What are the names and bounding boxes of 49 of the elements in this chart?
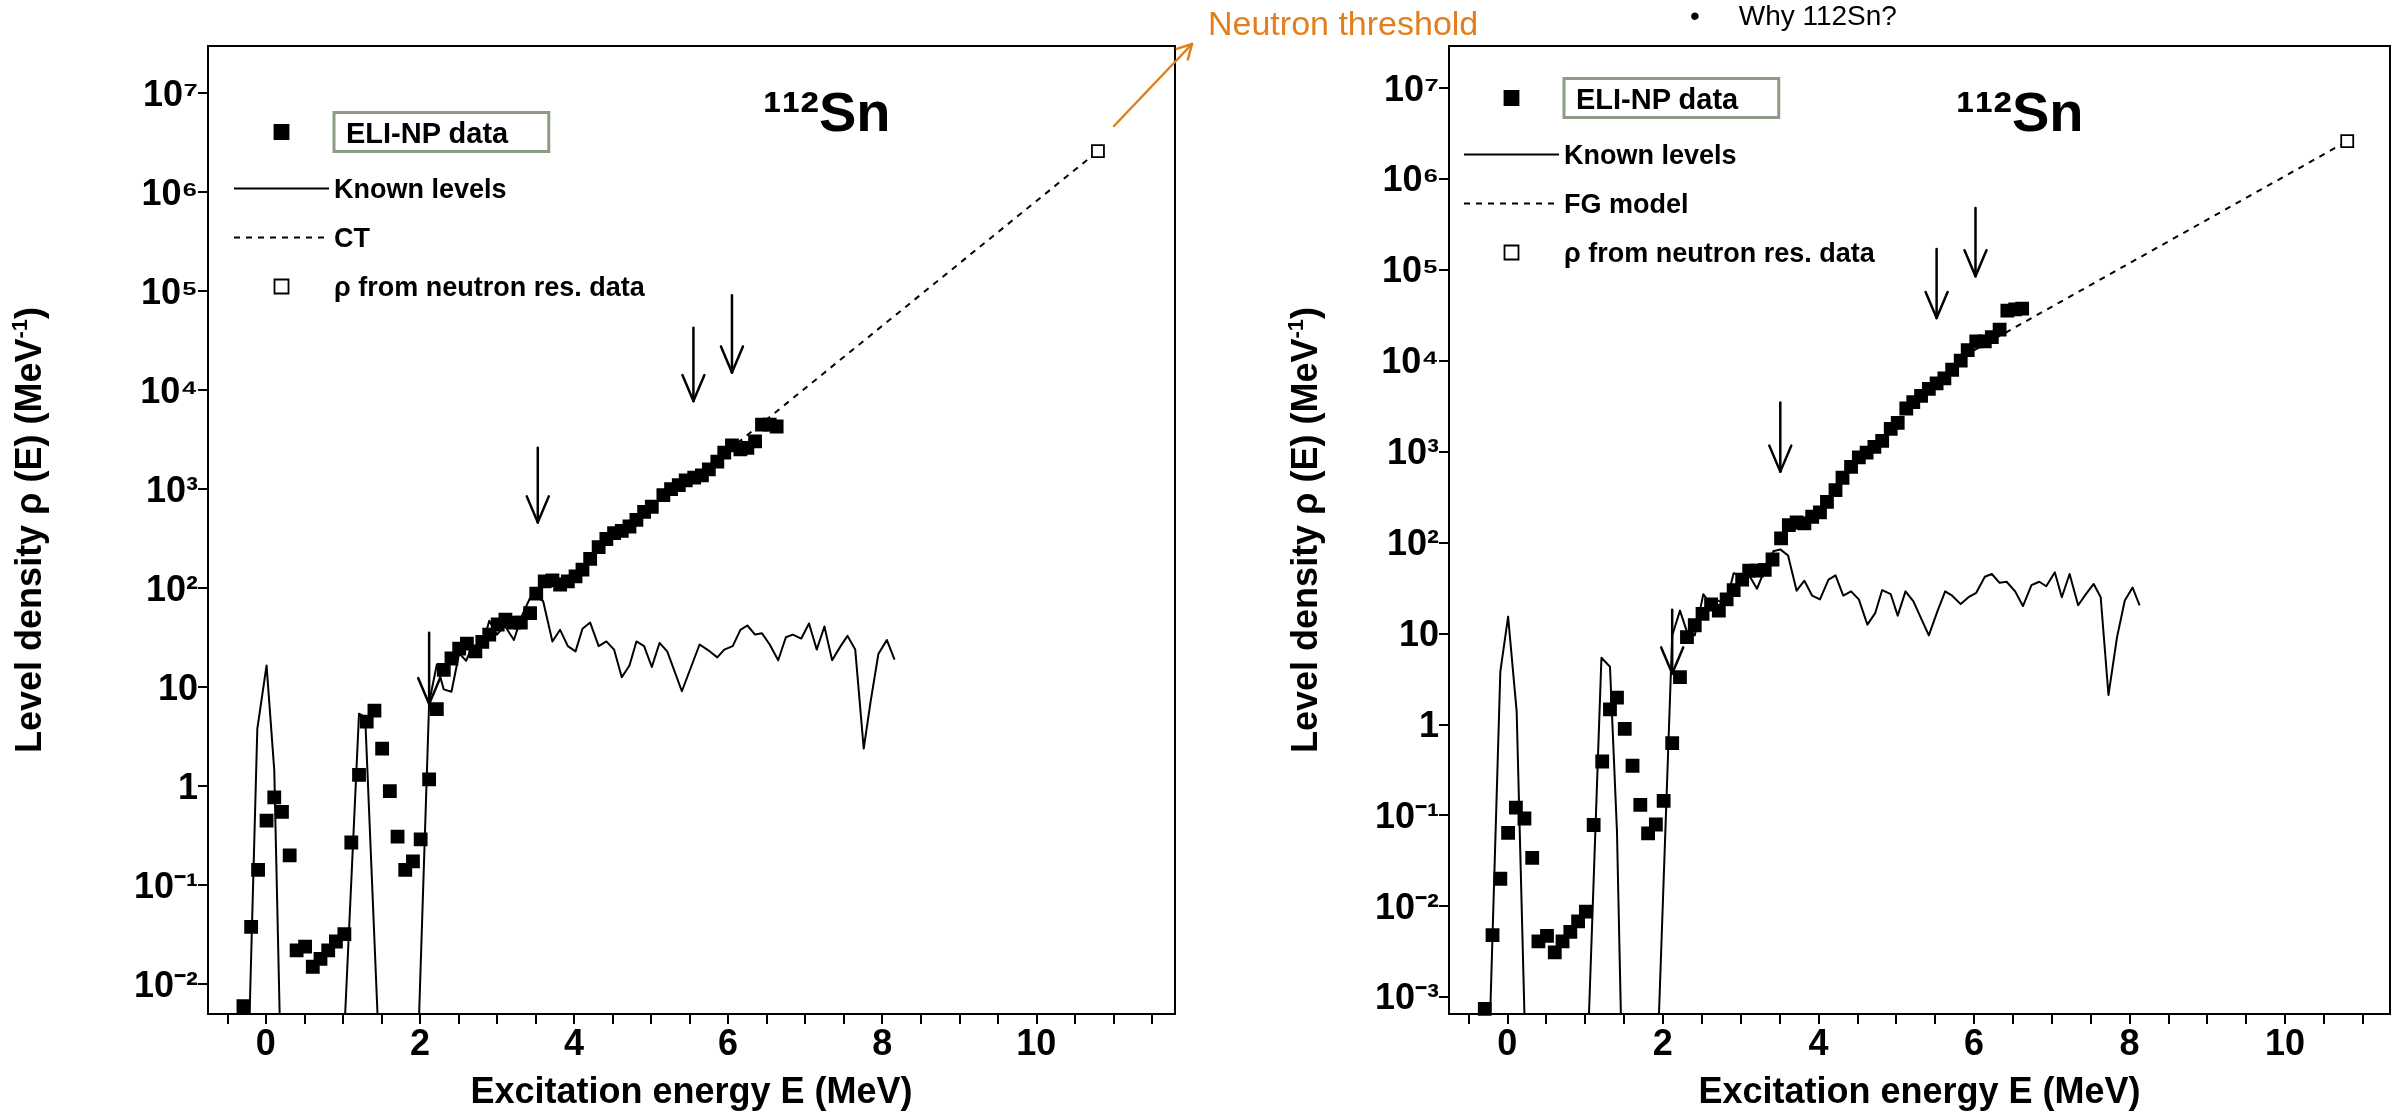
x-axis-title: Excitation energy E (MeV): [470, 1069, 913, 1111]
text: ¹¹²Sn: [763, 79, 891, 143]
legend-label: FG model: [1564, 188, 1689, 219]
y-tick-label: 10⁵: [141, 270, 198, 312]
y-tick-label: 10⁵: [1382, 249, 1439, 291]
legend-label: ELI-NP data: [1576, 83, 1740, 115]
x-tick-label: 10: [1016, 1021, 1057, 1063]
y-tick-label: 10⁷: [1384, 67, 1439, 109]
x-tick-label: 0: [1497, 1021, 1518, 1063]
x-tick-label: 0: [255, 1021, 276, 1063]
y-tick-label: 1: [177, 765, 198, 807]
text: ¹¹²Sn: [1956, 79, 2084, 143]
y-tick-label: 10⁻³: [1374, 976, 1440, 1018]
y-tick-label: 1: [1418, 703, 1439, 745]
x-tick-label: 4: [563, 1021, 585, 1063]
y-tick-label: 10²: [145, 567, 199, 609]
y-tick-label: 10³: [1386, 431, 1440, 473]
x-tick-label: 10: [2264, 1021, 2306, 1063]
y-tick-label: 10⁻¹: [133, 864, 198, 906]
legend-label: ρ from neutron res. data: [1564, 237, 1876, 268]
y-tick-label: 10⁻¹: [1374, 794, 1439, 836]
x-tick-label: 6: [718, 1021, 739, 1063]
text: • Why 112Sn?: [1690, 0, 1897, 32]
legend-label: CT: [334, 222, 371, 253]
y-tick-label: 10⁴: [140, 369, 198, 411]
x-tick-label: 8: [2119, 1021, 2140, 1063]
y-tick-label: 10: [1398, 612, 1439, 654]
y-tick-label: 10⁶: [1382, 158, 1439, 200]
y-tick-label: 10⁻²: [1374, 885, 1440, 927]
y-tick-label: 10⁷: [143, 72, 198, 114]
legend-label: ELI-NP data: [346, 117, 510, 149]
y-tick-label: 10²: [1386, 522, 1440, 564]
y-tick-label: 10⁶: [141, 171, 198, 213]
y-tick-label: 10³: [145, 468, 199, 510]
y-axis-title: Level density ρ (E) (MeV-1): [1282, 307, 1325, 753]
legend-label: Known levels: [334, 173, 507, 204]
y-tick-label: 10⁻²: [133, 963, 199, 1005]
y-axis-title: Level density ρ (E) (MeV-1): [6, 307, 49, 753]
x-tick-label: 4: [1808, 1021, 1829, 1063]
y-tick-label: 10: [157, 666, 198, 708]
x-tick-label: 6: [1963, 1021, 1984, 1063]
x-tick-label: 2: [409, 1021, 430, 1063]
text: Neutron threshold: [1208, 4, 1479, 43]
legend-label: Known levels: [1564, 139, 1737, 170]
x-tick-label: 2: [1652, 1021, 1673, 1063]
legend-label: ρ from neutron res. data: [334, 271, 646, 302]
y-tick-label: 10⁴: [1381, 340, 1439, 382]
x-tick-label: 8: [872, 1021, 893, 1063]
x-axis-title: Excitation energy E (MeV): [1698, 1069, 2141, 1111]
